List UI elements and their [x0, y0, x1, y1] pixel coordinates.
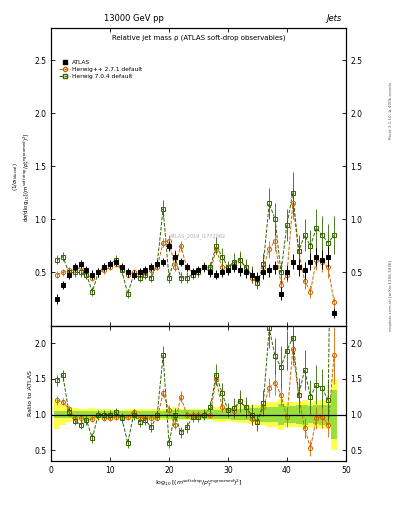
Y-axis label: Ratio to ATLAS: Ratio to ATLAS [28, 370, 33, 416]
X-axis label: $\log_{10}[(m^{\rm soft\,drop}/p_T^{\rm ungroomed})^2]$: $\log_{10}[(m^{\rm soft\,drop}/p_T^{\rm … [154, 477, 242, 489]
Text: ATLAS_2019_I1772062: ATLAS_2019_I1772062 [171, 233, 226, 239]
Text: 13000 GeV pp: 13000 GeV pp [104, 14, 163, 23]
Text: Relative jet mass ρ (ATLAS soft-drop observables): Relative jet mass ρ (ATLAS soft-drop obs… [112, 34, 285, 40]
Text: mcplots.cern.ch [arXiv:1306.3436]: mcplots.cern.ch [arXiv:1306.3436] [389, 260, 393, 331]
Legend: ATLAS, Herwig++ 2.7.1 default, Herwig 7.0.4 default: ATLAS, Herwig++ 2.7.1 default, Herwig 7.… [57, 58, 145, 81]
Text: Jets: Jets [327, 14, 342, 23]
Y-axis label: $(1/\sigma_{\rm fiducial})$
d$\sigma$/d$\log_{10}$[(m$^{\rm soft\,drop}/p_T^{\rm: $(1/\sigma_{\rm fiducial})$ d$\sigma$/d$… [11, 132, 33, 222]
Text: Rivet 3.1.10; ≥ 400k events: Rivet 3.1.10; ≥ 400k events [389, 82, 393, 139]
